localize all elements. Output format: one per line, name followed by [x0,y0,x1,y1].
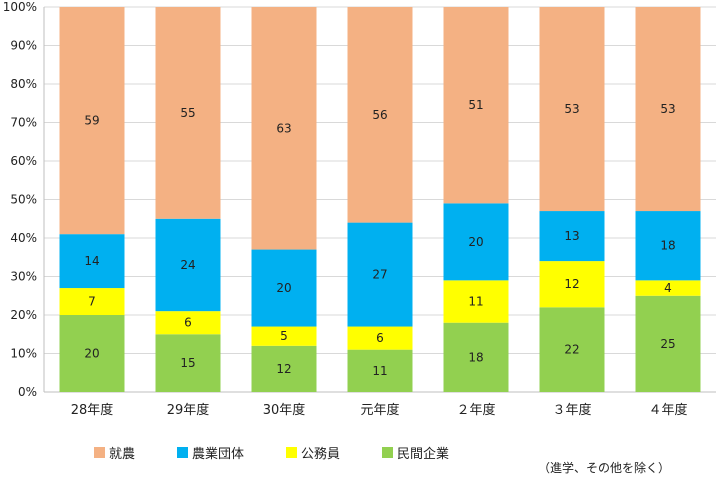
bar-segment [347,222,413,327]
data-label: 27 [372,268,387,282]
bar-segment [251,7,317,250]
data-label: 11 [468,295,483,309]
y-tick-label: 100% [3,0,37,14]
legend-swatch [94,447,105,458]
y-tick-label: 90% [10,39,37,53]
x-tick-label: 29年度 [167,402,210,418]
y-tick-label: 80% [10,77,37,91]
bar-segment [347,326,413,350]
bar-segment [443,280,509,323]
data-label: 14 [84,254,99,268]
y-tick-label: 30% [10,270,37,284]
bar-segment [539,261,605,308]
data-label: 25 [660,337,675,351]
bar-segment [59,288,125,315]
bar-segment [635,295,701,392]
data-label: 24 [180,258,195,272]
bar-segment [347,349,413,392]
legend-label: 公務員 [301,447,341,462]
x-tick-label: 28年度 [71,402,114,418]
legend-swatch [177,447,189,458]
x-tick-label: ３年度 [552,402,591,418]
data-label: 12 [276,362,291,376]
bar-segment [635,280,701,296]
bar-segment [59,234,125,289]
data-label: 6 [376,331,384,345]
data-label: 56 [372,108,387,122]
bar-segment [443,7,509,204]
data-label: 18 [660,239,675,253]
legend-item: 農業団体 [177,443,244,462]
x-tick-label: ２年度 [456,402,495,418]
bar-segment [59,7,125,235]
y-tick-label: 40% [10,231,37,245]
data-label: 15 [180,356,195,370]
y-tick-label: 60% [10,154,37,168]
data-label: 5 [280,329,288,343]
x-tick-label: ４年度 [648,402,687,418]
bar-segment [539,7,605,212]
y-tick-label: 70% [10,116,37,130]
data-label: 11 [372,364,387,378]
legend-label: 農業団体 [192,447,245,462]
data-label: 53 [660,102,675,116]
legend-label: 就農 [109,447,136,462]
legend-item: 民間企業 [382,443,449,462]
bar-segment [251,249,317,327]
bar-segment [347,7,413,223]
legend-label: 民間企業 [397,447,450,462]
bar-segment [155,218,221,312]
bar-segment [635,211,701,281]
legend-swatch [382,447,394,458]
legend: 就農 農業団体 公務員 民間企業 [94,443,491,462]
legend-item: 公務員 [286,443,340,462]
data-label: 53 [564,102,579,116]
x-tick-label: 元年度 [360,402,399,418]
data-label: 18 [468,350,483,364]
data-label: 6 [184,316,192,330]
bar-segment [539,307,605,392]
data-label: 12 [564,277,579,291]
chart-note: （進学、その他を除く） [538,461,671,475]
y-tick-label: 0% [18,385,37,399]
bar-segment [635,7,701,212]
y-tick-label: 10% [10,347,37,361]
bar-segment [443,322,509,392]
data-label: 63 [276,121,291,135]
data-label: 4 [664,281,672,295]
bar-segment [155,334,221,392]
x-tick-label: 30年度 [263,402,306,418]
data-label: 22 [564,343,579,357]
data-label: 59 [84,114,99,128]
data-label: 55 [180,106,195,120]
data-label: 51 [468,98,483,112]
bar-segment [251,326,317,346]
data-label: 20 [468,235,483,249]
bar-segment [539,211,605,262]
y-tick-label: 20% [10,308,37,322]
bar-segment [251,345,317,392]
data-label: 13 [564,229,579,243]
legend-item: 就農 [94,443,135,462]
legend-swatch [286,447,298,458]
y-tick-label: 50% [10,193,37,207]
data-label: 20 [84,347,99,361]
bar-segment [155,7,221,219]
data-label: 20 [276,281,291,295]
bar-segment [59,315,125,392]
data-label: 7 [88,295,96,309]
bar-segment [155,311,221,335]
bar-segment [443,203,509,281]
